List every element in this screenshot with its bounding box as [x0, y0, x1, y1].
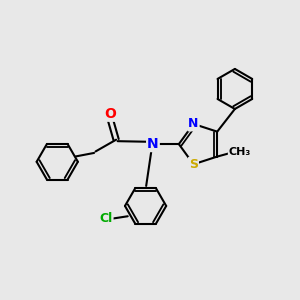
Text: O: O	[104, 107, 116, 121]
Text: Cl: Cl	[99, 212, 112, 225]
Text: N: N	[188, 117, 199, 130]
Text: N: N	[147, 137, 159, 151]
Text: S: S	[189, 158, 198, 171]
Text: CH₃: CH₃	[229, 147, 251, 157]
